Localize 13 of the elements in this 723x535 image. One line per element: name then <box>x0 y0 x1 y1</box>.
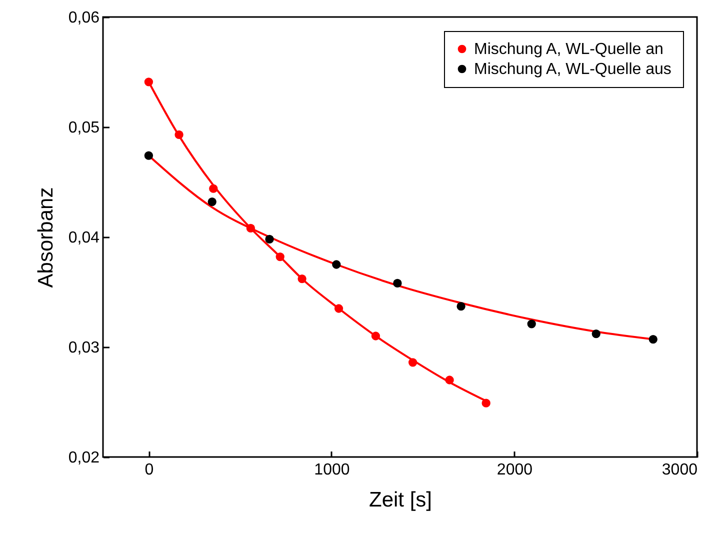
y-tick-label: 0,03 <box>68 340 100 356</box>
x-tick-label: 1000 <box>314 462 350 478</box>
y-axis-title: Absorbanz <box>34 187 58 288</box>
y-tick-label: 0,02 <box>68 450 100 466</box>
y-tick-label: 0,05 <box>68 120 100 136</box>
y-tick-label: 0,04 <box>68 230 100 246</box>
x-tick-label: 2000 <box>496 462 533 478</box>
y-tick-label: 0,06 <box>68 10 100 26</box>
legend-label: Mischung A, WL-Quelle an <box>474 41 664 58</box>
x-tick-label: 3000 <box>662 462 698 478</box>
x-tick-label: 0 <box>144 462 154 478</box>
x-axis-title: Zeit [s] <box>368 488 432 512</box>
legend-label: Mischung A, WL-Quelle aus <box>474 61 672 78</box>
